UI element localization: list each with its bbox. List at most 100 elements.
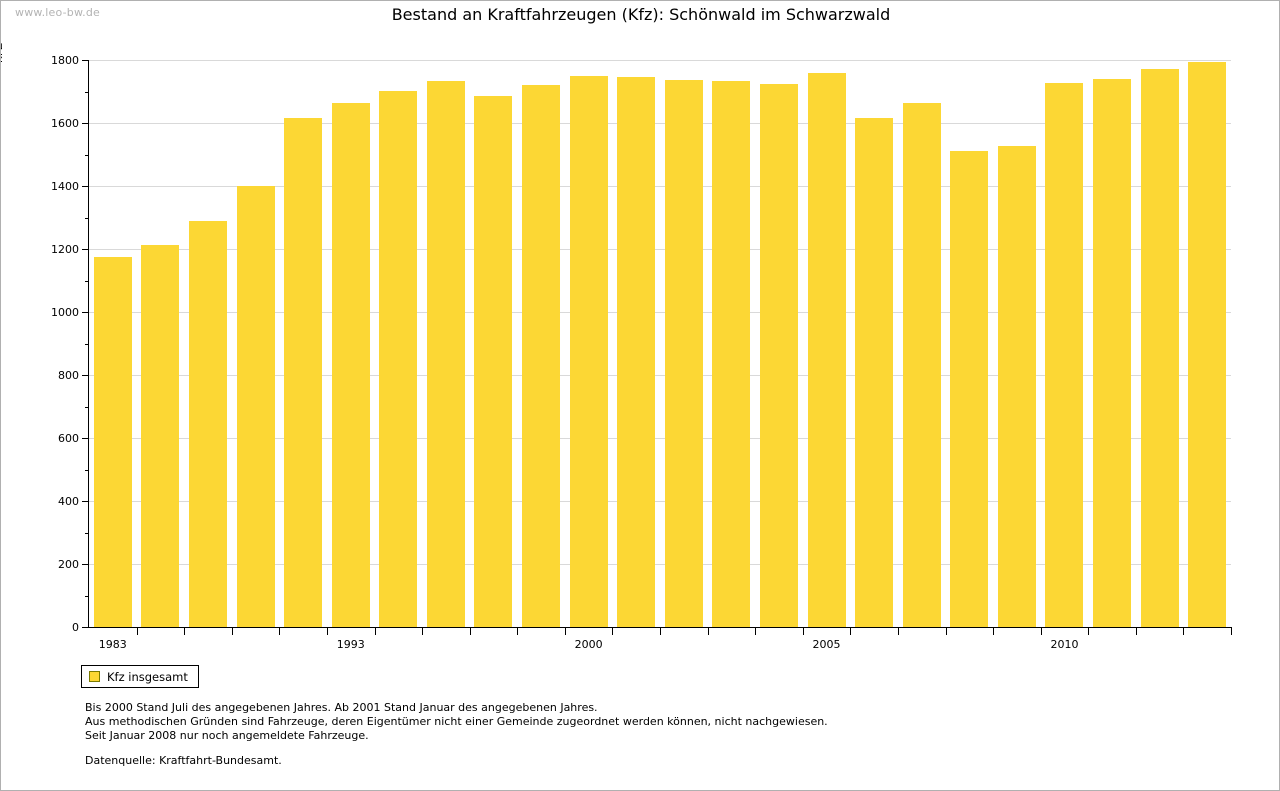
legend-swatch-icon: [89, 671, 100, 682]
y-axis-minor-tick: [85, 595, 89, 597]
bar-series-kfz-insgesamt: [89, 60, 1231, 627]
gridline: [89, 501, 1231, 502]
y-axis-labels: 0 200 400 600 800 1000 1200 1400 1600 1800: [1, 1, 79, 790]
y-axis-minor-tick: [85, 469, 89, 471]
y-axis-minor-tick: [85, 532, 89, 534]
x-axis-tick-label: 2000: [574, 638, 603, 651]
y-axis-tick: [82, 60, 89, 61]
x-axis-tick: [517, 628, 519, 635]
bar[interactable]: [1188, 61, 1227, 627]
footnote-line: Bis 2000 Stand Juli des angegebenen Jahr…: [85, 701, 598, 714]
bar[interactable]: [188, 220, 227, 627]
x-axis-tick: [993, 628, 995, 635]
chart-title: Bestand an Kraftfahrzeugen (Kfz): Schönw…: [391, 5, 891, 24]
plot-area: [89, 60, 1231, 627]
gridline: [89, 249, 1231, 250]
x-axis-tick: [945, 628, 947, 635]
y-axis-tick-label: 1400: [51, 180, 79, 193]
bar[interactable]: [807, 72, 846, 627]
bar[interactable]: [1045, 82, 1084, 627]
bar[interactable]: [664, 80, 703, 627]
bar[interactable]: [331, 102, 370, 627]
bar[interactable]: [855, 118, 894, 627]
gridline: [89, 60, 1231, 61]
bar[interactable]: [617, 76, 656, 627]
bar[interactable]: [284, 118, 323, 627]
x-axis-tick: [279, 628, 281, 635]
x-axis-tick-label: 2010: [1050, 638, 1079, 651]
bar[interactable]: [712, 81, 751, 627]
x-axis-tick-label: 2005: [812, 638, 841, 651]
bar[interactable]: [522, 84, 561, 627]
y-axis-tick-label: 600: [58, 432, 79, 445]
y-axis-minor-tick: [85, 217, 89, 219]
gridline: [89, 186, 1231, 187]
bar[interactable]: [950, 151, 989, 627]
y-axis-tick: [82, 501, 89, 502]
bar[interactable]: [569, 76, 608, 627]
gridline: [89, 438, 1231, 439]
y-axis-minor-tick: [85, 343, 89, 345]
x-axis-tick: [1088, 628, 1090, 635]
y-axis-tick: [82, 312, 89, 313]
chart-legend[interactable]: Kfz insgesamt: [81, 665, 199, 688]
x-axis-tick: [564, 628, 566, 635]
x-axis-tick-label: 1993: [336, 638, 365, 651]
y-axis-tick: [82, 186, 89, 187]
y-axis-tick-label: 1800: [51, 54, 79, 67]
gridline: [89, 564, 1231, 565]
bar[interactable]: [426, 81, 465, 627]
y-axis-tick: [82, 564, 89, 565]
y-axis-minor-tick: [85, 154, 89, 156]
x-axis-tick: [707, 628, 709, 635]
y-axis-minor-tick: [85, 406, 89, 408]
gridline: [89, 312, 1231, 313]
footnote-line: Seit Januar 2008 nur noch angemeldete Fa…: [85, 729, 369, 742]
y-axis-tick-label: 0: [72, 621, 79, 634]
bar[interactable]: [759, 83, 798, 627]
y-axis-tick: [82, 627, 89, 628]
footnotes: Bis 2000 Stand Juli des angegebenen Jahr…: [85, 701, 1085, 743]
x-axis-tick: [469, 628, 471, 635]
x-axis-tick: [1135, 628, 1137, 635]
y-axis-minor-tick: [85, 280, 89, 282]
y-axis-minor-tick: [85, 91, 89, 93]
y-axis-tick: [82, 375, 89, 376]
plot-background: [89, 60, 1231, 627]
x-axis-line: [88, 627, 1232, 628]
x-axis-tick: [374, 628, 376, 635]
gridline: [89, 123, 1231, 124]
bar[interactable]: [1140, 69, 1179, 627]
y-axis-tick-label: 1000: [51, 306, 79, 319]
bar[interactable]: [997, 145, 1036, 627]
y-axis-tick-label: 1200: [51, 243, 79, 256]
x-axis-tick: [231, 628, 233, 635]
bar[interactable]: [93, 256, 132, 627]
bar[interactable]: [141, 245, 180, 627]
bar[interactable]: [902, 102, 941, 627]
bar[interactable]: [236, 186, 275, 627]
y-axis-tick-label: 800: [58, 369, 79, 382]
x-axis-tick: [184, 628, 186, 635]
y-axis-tick-label: 400: [58, 495, 79, 508]
x-axis-tick: [136, 628, 138, 635]
x-axis-tick: [660, 628, 661, 635]
footnote-line: Aus methodischen Gründen sind Fahrzeuge,…: [85, 715, 828, 728]
legend-item-label: Kfz insgesamt: [107, 669, 188, 684]
bar[interactable]: [1093, 78, 1132, 627]
x-axis-tick: [802, 628, 804, 635]
x-axis-tick: [422, 628, 424, 635]
x-axis-tick: [1231, 628, 1232, 635]
x-axis-tick: [1040, 628, 1042, 635]
y-axis-tick: [82, 123, 89, 124]
y-axis-tick-label: 200: [58, 558, 79, 571]
y-axis-tick-label: 1600: [51, 117, 79, 130]
x-axis-tick: [612, 628, 614, 635]
bar[interactable]: [474, 96, 513, 627]
bar[interactable]: [379, 90, 418, 627]
x-axis-tick: [755, 628, 757, 635]
x-axis-tick-label: 1983: [98, 638, 127, 651]
y-axis-tick: [82, 249, 89, 250]
x-axis-tick: [897, 628, 899, 635]
